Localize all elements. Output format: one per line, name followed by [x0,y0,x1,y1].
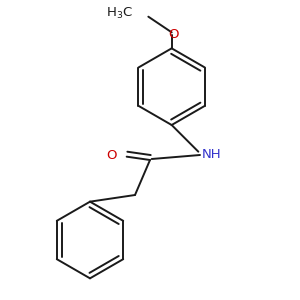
Text: NH: NH [202,148,221,161]
Text: O: O [106,149,117,162]
Text: O: O [168,28,178,41]
Text: H$_3$C: H$_3$C [106,6,133,21]
